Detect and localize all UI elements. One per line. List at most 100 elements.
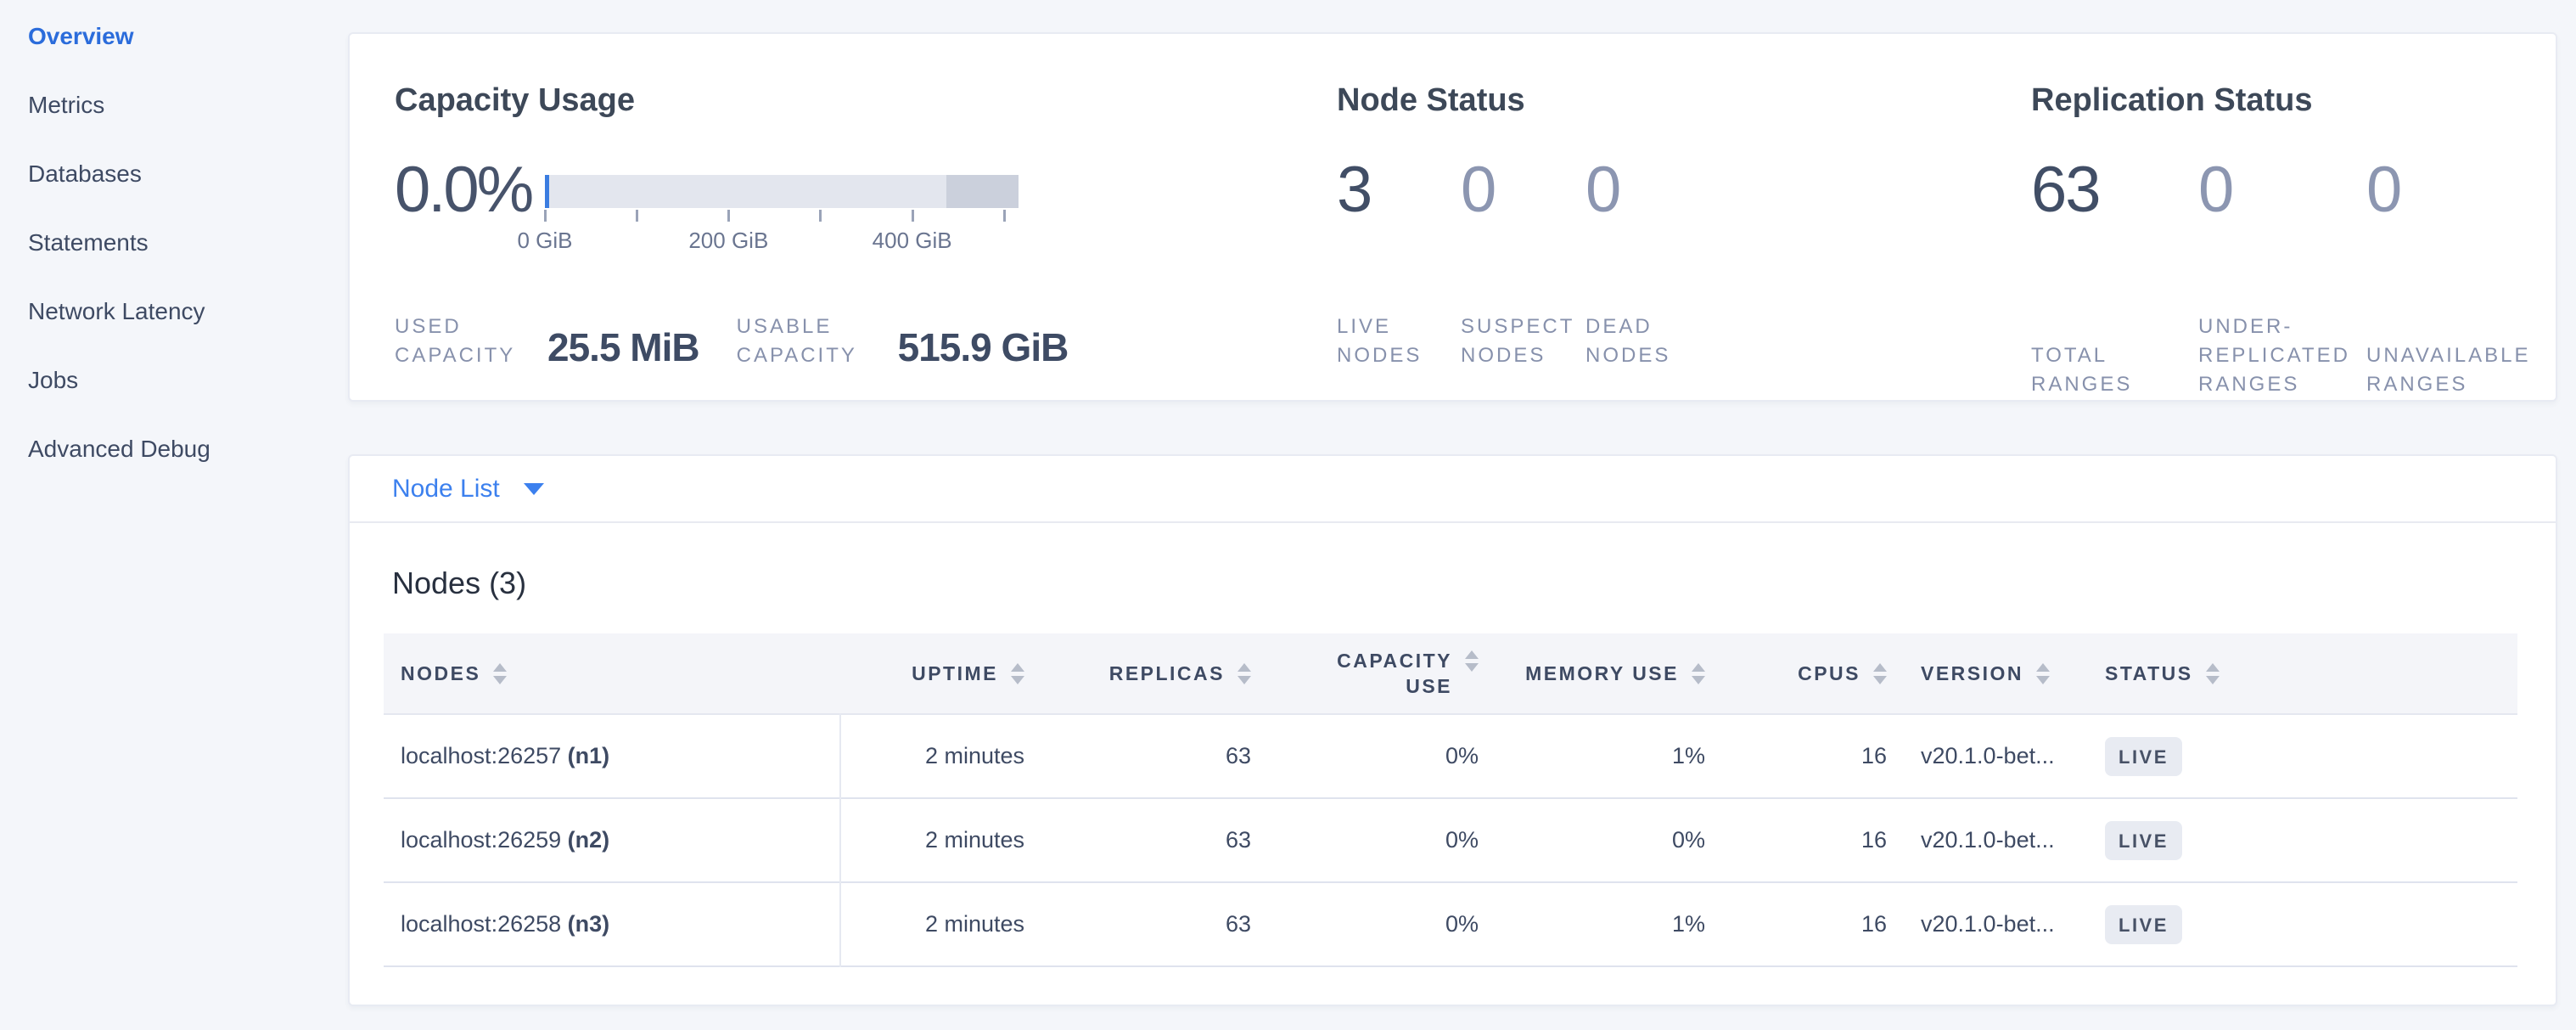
sort-icon [1465,650,1479,672]
sort-icon [2205,663,2220,684]
cell-uptime: 2 minutes [924,827,1024,853]
capacity-bar-track [545,175,1019,208]
node-id: (n2) [567,827,610,853]
stat-value-used-capacity: 25.5 MiB [547,325,700,369]
cell-status: LIVE [2088,798,2517,882]
node-address: localhost:26258 [401,911,568,937]
axis-tick [544,210,547,222]
cell-replicas: 63 [1225,827,1251,853]
col-header-inner-cpus: CPUS [1739,661,1887,686]
cell-nodes: localhost:26259 (n2) [384,798,841,882]
col-header-label-status: STATUS [2105,662,2193,684]
sort-up-arrow-icon [493,663,508,672]
col-header-inner-uptime: UPTIME [857,661,1024,686]
col-header-nodes[interactable]: NODES [384,633,840,714]
replication-status-labels: TOTAL RANGES UNDER-REPLICATED RANGES UNAVA… [2031,312,2556,399]
col-header-label-memory_use: MEMORY USE [1525,662,1679,684]
cluster-summary-card: Capacity Usage 0.0% 0 GiB 200 GiB 400 GiB … [348,32,2557,402]
cell-cpus: 16 [1860,827,1887,853]
col-header-label-cpus: CPUS [1798,662,1860,684]
node-list-dropdown-label[interactable]: Node List [392,474,500,503]
nodes-table-body: localhost:26257 (n1) 2 minutes 63 0% 1% 16 v20… [384,714,2517,966]
node-list-dropdown[interactable]: Node List [350,456,2556,523]
main-content: Capacity Usage 0.0% 0 GiB 200 GiB 400 GiB … [348,0,2557,1006]
replication-status-values: 63 0 0 [2031,156,2556,224]
col-header-replicas[interactable]: REPLICAS [1041,633,1268,714]
capacity-usage-section: Capacity Usage 0.0% 0 GiB 200 GiB 400 GiB … [350,34,1309,400]
cell-version: v20.1.0-bet... [1921,743,2055,768]
col-header-label-capacity_use: CAPACITY USE [1337,650,1452,697]
stat-value-total-ranges: 63 [2031,154,2102,226]
table-row: localhost:26259 (n2) 2 minutes 63 0% 0% 16 v20… [384,798,2517,882]
node-address: localhost:26257 [401,743,568,768]
sort-icon [1237,663,1251,684]
stat-label-used-capacity: USED CAPACITY [395,315,516,367]
sort-icon [1011,663,1024,684]
col-header-uptime[interactable]: UPTIME [840,633,1041,714]
node-id: (n1) [567,743,610,768]
col-header-inner-capacity_use: CAPACITY USE [1285,648,1479,699]
node-status-title: Node Status [1337,82,1525,118]
replication-status-title: Replication Status [2031,82,2313,118]
sidebar-item-network-latency[interactable]: Network Latency [28,297,205,324]
node-address: localhost:26259 [401,827,568,853]
sidebar-item-statements[interactable]: Statements [28,228,149,256]
nodes-heading: Nodes (3) [392,566,527,600]
cell-memory_use: 0% [1671,827,1705,853]
cell-capacity_use: 0% [1445,911,1479,937]
cell-nodes: localhost:26258 (n3) [384,882,841,966]
table-row: localhost:26258 (n3) 2 minutes 63 0% 1% 16 v20… [384,882,2517,966]
stat-value-suspect-nodes: 0 [1461,154,1496,226]
sort-up-arrow-icon [2205,663,2220,672]
stat-label-under-replicated-ranges: UNDER-REPLICATED RANGES [2198,315,2350,396]
cell-nodes: localhost:26257 (n1) [384,714,841,798]
col-header-inner-nodes: NODES [401,661,823,686]
sort-up-arrow-icon [1692,663,1705,672]
sort-up-arrow-icon [1237,663,1251,672]
sidebar-item-databases[interactable]: Databases [28,160,142,187]
sidebar-item-advanced-debug[interactable]: Advanced Debug [28,435,210,462]
chevron-down-icon [523,482,544,495]
nodes-table-header-row: NODES UPTIME REPLICAS CAPACITY USE MEMORY US… [384,633,2517,714]
col-header-version[interactable]: VERSION [1904,633,2088,714]
axis-tick [1002,210,1006,222]
table-row: localhost:26257 (n1) 2 minutes 63 0% 1% 16 v20… [384,714,2517,798]
axis-tick-label: 200 GiB [688,228,769,253]
sort-up-arrow-icon [1011,663,1024,672]
sort-up-arrow-icon [2036,663,2051,672]
col-header-label-uptime: UPTIME [912,662,998,684]
capacity-usage-title: Capacity Usage [395,82,636,118]
capacity-axis-tick-labels: 0 GiB 200 GiB 400 GiB [517,228,1019,255]
axis-tick [727,210,731,222]
col-header-capacity_use[interactable]: CAPACITY USE [1268,633,1496,714]
stat-value-usable-capacity: 515.9 GiB [897,325,1069,369]
sort-up-arrow-icon [1465,650,1479,659]
cell-version: v20.1.0-bet... [1921,827,2055,853]
status-badge: LIVE [2105,736,2182,776]
axis-tick-label: 0 GiB [517,228,573,253]
capacity-percent: 0.0% [395,154,534,226]
cell-capacity_use: 0% [1445,827,1479,853]
cell-replicas: 63 [1225,743,1251,768]
sidebar-item-overview[interactable]: Overview [28,22,134,49]
col-header-memory_use[interactable]: MEMORY USE [1496,633,1722,714]
nodes-table-wrap: NODES UPTIME REPLICAS CAPACITY USE MEMORY US… [384,633,2517,967]
stat-label-live-nodes: LIVE NODES [1337,315,1423,367]
sidebar-item-jobs[interactable]: Jobs [28,366,79,393]
col-header-cpus[interactable]: CPUS [1722,633,1904,714]
sort-down-arrow-icon [1011,676,1024,684]
col-header-status[interactable]: STATUS [2088,633,2517,714]
sidebar-item-metrics[interactable]: Metrics [28,91,105,118]
col-header-label-nodes: NODES [401,662,481,684]
col-header-inner-memory_use: MEMORY USE [1512,661,1705,686]
cell-cpus: 16 [1860,743,1887,768]
replication-status-section: Replication Status 63 0 0 TOTAL RANGES UNDE… [2005,34,2556,400]
stat-label-total-ranges: TOTAL RANGES [2031,344,2133,396]
capacity-bar-block: 0 GiB 200 GiB 400 GiB [517,156,1019,255]
sort-up-arrow-icon [1873,663,1887,672]
col-header-label-replicas: REPLICAS [1108,662,1225,684]
stat-label-suspect-nodes: SUSPECT NODES [1461,315,1574,367]
col-header-inner-status: STATUS [2105,661,2500,686]
col-header-inner-replicas: REPLICAS [1058,661,1251,686]
